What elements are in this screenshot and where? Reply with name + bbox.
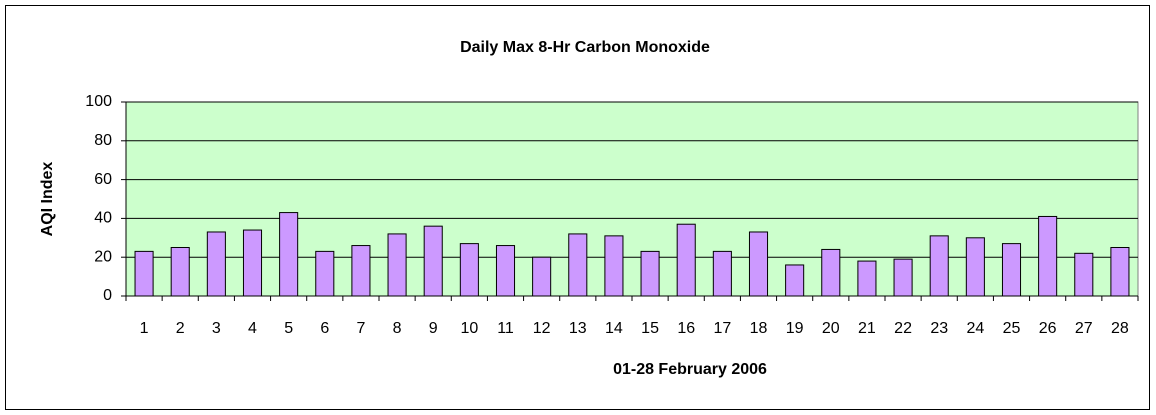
bar: [712, 250, 732, 297]
plot-area: [125, 101, 1139, 297]
x-tick-label: 18: [750, 320, 768, 337]
x-tick-label: 17: [713, 320, 731, 337]
bar: [748, 231, 769, 297]
bar: [459, 243, 479, 297]
x-tick-label: 11: [497, 320, 514, 337]
bar: [279, 212, 299, 297]
bar: [242, 229, 263, 297]
x-tick-label: 27: [1075, 320, 1093, 337]
bar: [568, 233, 588, 297]
bar: [423, 225, 443, 297]
x-tick-label: 4: [248, 320, 257, 337]
x-tick-label: 13: [569, 320, 587, 337]
y-tick-label: 20: [94, 248, 112, 265]
y-tick-label: 60: [94, 171, 112, 188]
x-tick-label: 6: [320, 320, 329, 337]
x-tick-label: 25: [1003, 320, 1021, 337]
x-tick-label: 15: [641, 320, 659, 337]
bar: [640, 250, 660, 297]
y-tick-label: 100: [85, 93, 112, 110]
x-tick-label: 3: [212, 320, 221, 337]
y-axis-label: AQI Index: [39, 162, 56, 237]
x-tick-label: 8: [393, 320, 402, 337]
bar: [1110, 247, 1130, 297]
x-tick-label: 7: [356, 320, 365, 337]
x-tick-label: 26: [1039, 320, 1057, 337]
bar: [532, 256, 552, 297]
x-axis-label: 01-28 February 2006: [613, 361, 767, 378]
x-tick-label: 21: [858, 320, 876, 337]
bar: [965, 237, 985, 297]
x-tick-label: 2: [176, 320, 185, 337]
bar: [821, 248, 841, 297]
x-tick-label: 9: [429, 320, 438, 337]
x-tick-label: 19: [786, 320, 804, 337]
y-tick-label: 80: [94, 132, 112, 149]
x-tick-label: 28: [1111, 320, 1129, 337]
chart-title: Daily Max 8-Hr Carbon Monoxide: [460, 39, 710, 56]
x-tick-label: 12: [533, 320, 551, 337]
bar: [785, 264, 805, 297]
bar: [351, 245, 371, 297]
x-tick-label: 5: [284, 320, 293, 337]
bar: [929, 235, 949, 297]
x-tick-label: 1: [140, 320, 149, 337]
bar: [315, 250, 335, 297]
x-tick-label: 23: [930, 320, 948, 337]
bar: [604, 235, 624, 297]
bar: [1001, 243, 1022, 297]
x-tick-label: 16: [677, 320, 695, 337]
x-tick-label: 14: [605, 320, 623, 337]
y-tick-label: 40: [94, 210, 112, 227]
bar: [1074, 252, 1094, 297]
x-tick-label: 20: [822, 320, 840, 337]
bar: [170, 247, 190, 297]
y-tick-label: 0: [103, 287, 112, 304]
bar: [495, 245, 516, 297]
bar: [1038, 215, 1058, 297]
bar: [134, 250, 154, 297]
x-tick-label: 24: [966, 320, 984, 337]
x-tick-label: 10: [460, 320, 478, 337]
bar: [387, 233, 407, 297]
x-tick-label: 22: [894, 320, 912, 337]
bar: [893, 258, 913, 297]
bar: [857, 260, 877, 297]
bar: [206, 231, 226, 297]
bar: [676, 223, 696, 297]
